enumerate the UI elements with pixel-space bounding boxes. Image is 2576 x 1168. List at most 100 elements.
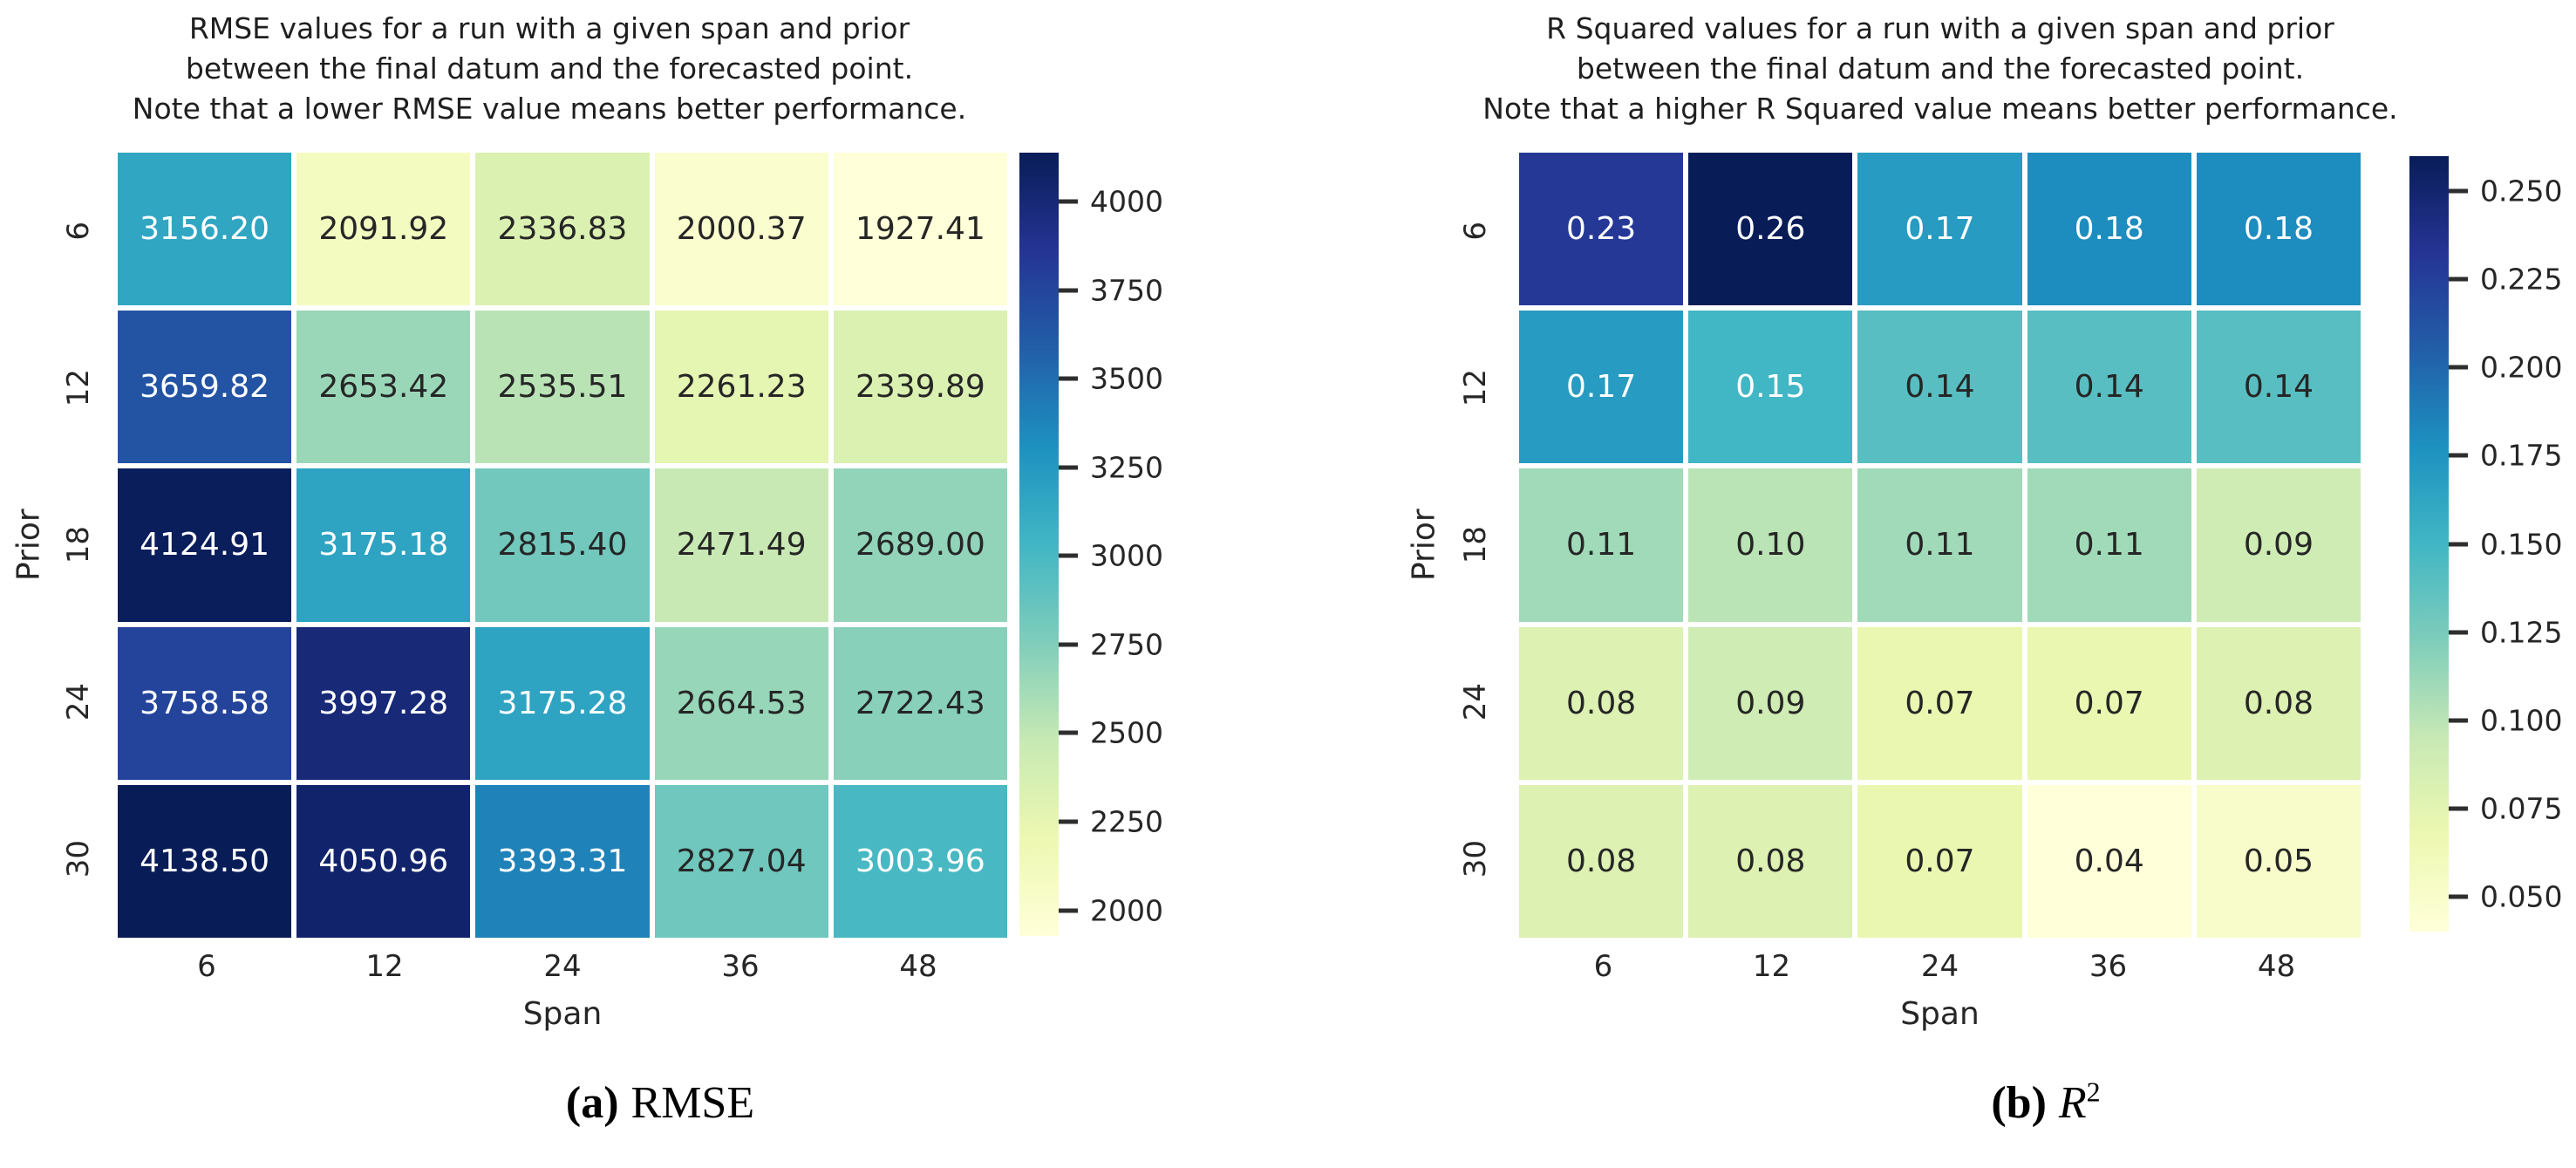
heatmap-cell: 0.07 — [1857, 626, 2022, 780]
colorbar — [1019, 153, 1059, 936]
heatmap-cell: 0.08 — [1519, 626, 1684, 780]
chart-title-line: Note that a higher R Squared value means… — [1482, 92, 2398, 126]
heatmap-cell: 0.09 — [1688, 626, 1853, 780]
chart-title-line: between the final datum and the forecast… — [185, 51, 914, 85]
heatmap-cell: 0.15 — [1688, 311, 1853, 464]
heatmap-cell: 0.23 — [1519, 153, 1684, 306]
heatmap-cell: 1927.41 — [833, 153, 1007, 306]
heatmap-cell: 2261.23 — [654, 311, 828, 464]
y-tick-label: 18 — [1458, 526, 1493, 564]
heatmap-cell: 0.18 — [2027, 153, 2191, 306]
colorbar-tick-label: 0.225 — [2480, 262, 2563, 297]
y-tick-label: 12 — [1458, 369, 1493, 407]
heatmap-cell: 2535.51 — [475, 311, 650, 464]
colorbar-tick-label: 2250 — [1090, 804, 1163, 839]
heatmap-cell: 2664.53 — [654, 626, 828, 780]
caption-label: R — [2058, 1078, 2087, 1128]
heatmap-cell: 0.08 — [1519, 784, 1684, 938]
caption-index: (b) — [1991, 1078, 2047, 1128]
heatmap-cell: 2653.42 — [296, 311, 471, 464]
chart-title-line: Note that a lower RMSE value means bette… — [132, 92, 967, 126]
chart-title-line: RMSE values for a run with a given span … — [188, 11, 910, 45]
heatmap-cell: 0.11 — [1857, 468, 2022, 622]
y-tick-label: 24 — [1458, 683, 1493, 721]
y-tick-label: 30 — [1458, 840, 1493, 878]
colorbar-tick-label: 4000 — [1090, 184, 1163, 219]
x-tick-label: 24 — [1920, 949, 1959, 984]
colorbar-tick-label: 0.200 — [2480, 350, 2563, 385]
colorbar-tick-labels: 0.250 0.225 0.200 0.175 0.150 0.125 0.100 0.075… — [2449, 156, 2576, 932]
heatmap-cell: 4050.96 — [296, 784, 471, 938]
y-axis-label: Prior — [10, 509, 47, 582]
heatmap-cell: 0.14 — [2027, 311, 2191, 464]
colorbar-tick-label: 3000 — [1090, 538, 1163, 573]
colorbar-tick-label: 3500 — [1090, 361, 1163, 396]
colorbar-tick-mark — [1059, 199, 1078, 204]
heatmap-cell: 0.09 — [2196, 468, 2361, 622]
x-tick-label: 12 — [365, 949, 404, 984]
subfigure-caption: (a) RMSE — [349, 1077, 971, 1129]
y-tick-label: 18 — [61, 526, 96, 564]
heatmap-cell: 2091.92 — [296, 153, 471, 306]
colorbar-tick-mark — [1059, 465, 1078, 470]
heatmap-cell: 0.26 — [1688, 153, 1853, 306]
x-tick-label: 36 — [721, 949, 760, 984]
colorbar-tick-label: 3250 — [1090, 450, 1163, 485]
heatmap-cell: 0.08 — [2196, 626, 2361, 780]
heatmap-cell: 3659.82 — [118, 311, 292, 464]
heatmap-cell: 3175.18 — [296, 468, 471, 622]
heatmap-cell: 0.14 — [2196, 311, 2361, 464]
colorbar-tick-label: 3750 — [1090, 273, 1163, 308]
x-tick-label: 12 — [1752, 949, 1791, 984]
caption-superscript: 2 — [2086, 1076, 2101, 1108]
heatmap-grid: 3156.20 2091.92 2336.83 2000.37 1927.41 3659.… — [118, 153, 1007, 938]
heatmap-cell: 2000.37 — [654, 153, 828, 306]
heatmap-cell: 0.14 — [1857, 311, 2022, 464]
heatmap-cell: 2815.40 — [475, 468, 650, 622]
x-tick-label: 6 — [197, 949, 216, 984]
colorbar-tick-mark — [1059, 819, 1078, 824]
colorbar-tick-mark — [2449, 718, 2468, 723]
x-axis-label: Span — [1900, 996, 1980, 1032]
colorbar-tick-labels: 4000 3750 3500 3250 3000 2750 2500 2250 2000 — [1059, 153, 1189, 936]
chart-title: RMSE values for a run with a given span … — [35, 9, 1064, 129]
heatmap-cell: 0.10 — [1688, 468, 1853, 622]
y-axis-tick-labels: 6 12 18 24 30 — [52, 153, 105, 938]
heatmap-cell: 0.17 — [1857, 153, 2022, 306]
colorbar-tick-label: 0.125 — [2480, 615, 2563, 650]
heatmap-cell: 0.08 — [1688, 784, 1853, 938]
colorbar-tick-mark — [1059, 553, 1078, 558]
colorbar-tick-mark — [2449, 453, 2468, 458]
heatmap-cell: 4124.91 — [118, 468, 292, 622]
x-axis-tick-labels: 6 12 24 36 48 — [1519, 949, 2361, 987]
heatmap-cell: 0.07 — [1857, 784, 2022, 938]
heatmap-cell: 2336.83 — [475, 153, 650, 306]
colorbar-tick-label: 0.100 — [2480, 703, 2563, 738]
y-tick-label: 30 — [61, 840, 96, 878]
heatmap-cell: 0.11 — [2027, 468, 2191, 622]
colorbar-tick-mark — [1059, 730, 1078, 735]
colorbar-tick-mark — [1059, 642, 1078, 647]
heatmap-cell: 0.17 — [1519, 311, 1684, 464]
colorbar-tick-mark — [2449, 806, 2468, 811]
chart-title: R Squared values for a run with a given … — [1369, 9, 2511, 129]
x-tick-label: 48 — [2257, 949, 2296, 984]
colorbar-tick-label: 2750 — [1090, 627, 1163, 662]
colorbar-tick-mark — [2449, 542, 2468, 546]
heatmap-cell: 0.18 — [2196, 153, 2361, 306]
colorbar-tick-label: 0.150 — [2480, 527, 2563, 561]
colorbar-tick-label: 0.075 — [2480, 791, 2563, 826]
heatmap-cell: 3997.28 — [296, 626, 471, 780]
colorbar-tick-mark — [1059, 376, 1078, 381]
y-tick-label: 24 — [61, 683, 96, 721]
colorbar-tick-label: 0.250 — [2480, 174, 2563, 208]
heatmap-cell: 2471.49 — [654, 468, 828, 622]
heatmap-cell: 3758.58 — [118, 626, 292, 780]
colorbar — [2409, 156, 2449, 932]
y-axis-tick-labels: 6 12 18 24 30 — [1449, 153, 1502, 938]
x-tick-label: 48 — [899, 949, 937, 984]
heatmap-cell: 2689.00 — [833, 468, 1007, 622]
caption-label: RMSE — [630, 1078, 755, 1128]
colorbar-tick-mark — [1059, 288, 1078, 293]
